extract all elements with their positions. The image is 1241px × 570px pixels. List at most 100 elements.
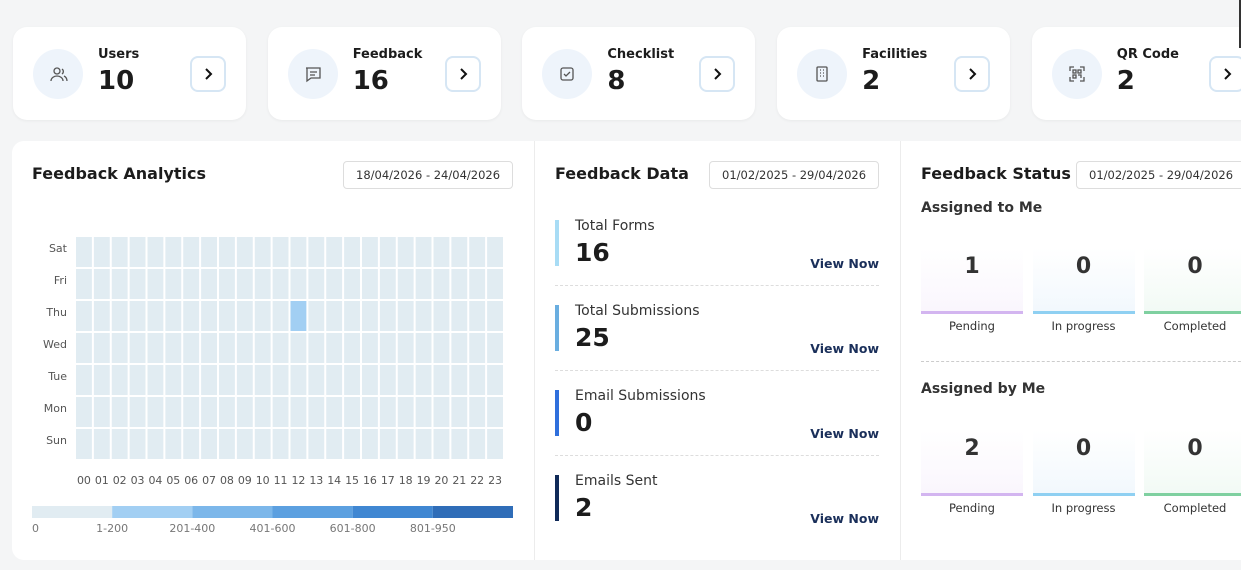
heatmap-cell [111,301,128,331]
card-arrow-button[interactable] [190,56,226,92]
heatmap-cell [397,237,414,267]
heatmap-cell [308,269,325,299]
chevron [459,68,468,80]
status-label: Completed [1163,319,1227,333]
heatmap-cell [397,365,414,395]
date-range[interactable]: 18/04/2026 - 24/04/2026 [343,161,513,189]
heatmap-cell [451,269,468,299]
heatmap-cell [129,333,146,363]
legend-label: 401-600 [250,522,296,535]
heatmap-cell [201,429,217,459]
heatmap-cell [487,429,503,459]
heatmap-cell [165,237,182,267]
card-arrow-button[interactable] [699,56,736,92]
heatmap-cell [344,333,360,363]
heatmap-cell [415,429,432,459]
heatmap-cell [272,301,289,331]
heatmap-cell [379,397,396,427]
hour-label: 20 [434,474,448,487]
card-icon [1051,49,1102,99]
status-box [921,248,1023,314]
status-value: 0 [1075,254,1092,279]
heatmap-cell [236,397,253,427]
heatmap-cell [397,269,414,299]
card-arrow-button[interactable] [444,56,481,92]
legend-label: 0 [32,522,39,535]
status-box [1032,248,1135,314]
heatmap-cell [254,397,271,427]
heatmap-cell [147,365,164,395]
panel-title: Feedback Data [555,164,689,183]
status-label: In progress [1051,501,1116,515]
heatmap-cell [326,365,343,395]
card-value: 2 [862,66,881,96]
hour-label: 12 [291,474,305,487]
legend-swatch [352,506,433,518]
heatmap-cell [236,269,253,299]
heatmap-cell [308,237,325,267]
heatmap-cell [93,429,110,459]
icon [1069,66,1085,82]
heatmap-cell [93,397,110,427]
heatmap-cell [326,429,343,459]
legend-label: 801-950 [410,522,456,535]
heatmap-cell [254,365,271,395]
heatmap-cell [344,429,360,459]
day-label: Wed [43,338,67,351]
heatmap-cell [76,237,92,267]
heatmap-cell [487,301,503,331]
heatmap-cell [183,429,200,459]
hour-label: 11 [274,474,288,487]
date-range[interactable]: 01/02/2025 - 29/04/2026 [709,161,879,189]
separator [555,455,879,456]
heatmap-cell [362,365,378,395]
legend-label: 201-400 [169,522,215,535]
card-label: Checklist [607,47,675,62]
separator [921,361,1241,362]
hour-label: 09 [238,474,252,487]
heatmap-cell [183,333,200,363]
view-now-link[interactable]: View Now [810,341,879,356]
heatmap-cell [111,237,128,267]
view-now-link[interactable]: View Now [810,511,879,526]
heatmap-cell [147,397,164,427]
day-label: Tue [47,370,67,383]
hour-label: 22 [470,474,484,487]
view-now-link[interactable]: View Now [810,426,879,441]
heatmap-cell [415,301,432,331]
heatmap-cell [93,365,110,395]
heatmap-cell [165,333,182,363]
heatmap-cell [469,429,486,459]
heatmap-cell [326,397,343,427]
heatmap-cell [183,301,200,331]
heatmap-cell [272,237,289,267]
heatmap-cell [76,301,92,331]
heatmap-cell [111,333,128,363]
hour-label: 00 [77,474,91,487]
card-arrow-button[interactable] [954,56,991,92]
status-label: Completed [1163,501,1227,515]
hour-label: 17 [381,474,395,487]
date-range[interactable]: 01/02/2025 - 29/04/2026 [1076,161,1241,189]
heatmap-cell [451,365,468,395]
day-label: Mon [44,402,67,415]
heatmap-cell [272,365,289,395]
heatmap-cell [433,269,450,299]
heatmap-cell [362,237,378,267]
hour-label: 13 [309,474,323,487]
heatmap-cell [290,301,307,331]
status-value: 2 [964,436,980,461]
group-title: Assigned to Me [921,200,1043,216]
heatmap-cell [451,301,468,331]
hour-label: 14 [327,474,341,487]
heatmap-cell [129,365,146,395]
heatmap-cell [379,301,396,331]
heatmap-cell [236,333,253,363]
card-label: QR Code [1116,47,1179,62]
hour-label: 07 [202,474,216,487]
heatmap-cell [76,365,92,395]
card-arrow-button[interactable] [1208,56,1241,92]
view-now-link[interactable]: View Now [810,256,879,271]
